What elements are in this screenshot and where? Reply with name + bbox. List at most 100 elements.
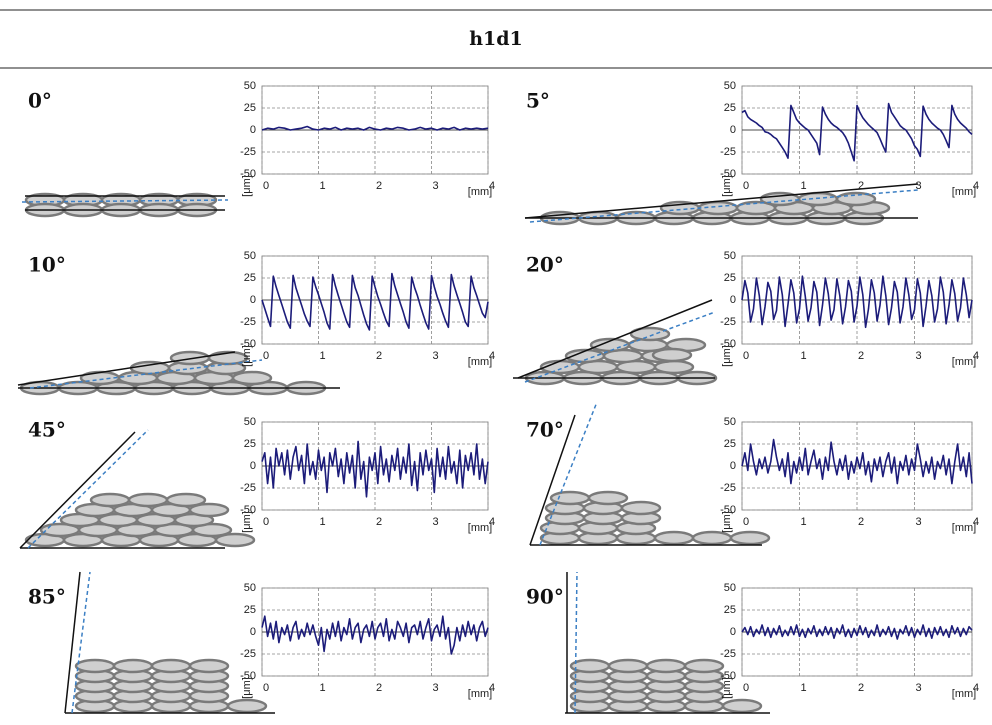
x-tick-label: 3 [432,180,438,192]
y-tick-label: 25 [244,438,256,450]
fiber-ellipse [112,658,154,674]
y-tick-label: 50 [244,250,256,262]
y-tick-label: 50 [724,416,736,428]
x-axis-label: [mm] [468,688,492,700]
schematic-dashed-line [71,571,91,714]
profile-line [741,102,973,162]
schematic-dashed-line [529,189,919,223]
panel-label: 0° [28,89,52,113]
x-axis-label: [mm] [468,356,492,368]
fiber-ellipse [835,191,877,207]
y-axis-label: [μm] [721,345,733,367]
x-axis-label: [mm] [468,522,492,534]
y-tick-label: 0 [250,626,256,638]
schematic-line [17,351,236,386]
schematic-dashed-line [29,359,263,389]
x-tick-label: 0 [263,682,269,694]
x-tick-label: 3 [915,682,921,694]
y-tick-label: 0 [250,294,256,306]
x-axis-label: [mm] [952,522,976,534]
profile-line [261,272,489,331]
y-axis-label: [μm] [241,345,253,367]
x-tick-label: 4 [973,180,979,192]
y-tick-label: -50 [720,338,736,350]
fiber-ellipse [169,350,211,366]
y-axis-label: [μm] [721,677,733,699]
y-tick-label: 50 [724,582,736,594]
x-tick-label: 0 [263,350,269,362]
fiber-ellipse [188,502,230,518]
x-tick-label: 0 [263,180,269,192]
profile-line [741,624,973,640]
x-tick-label: 4 [489,682,495,694]
y-tick-label: 0 [250,124,256,136]
y-tick-label: -25 [240,316,256,328]
x-axis-label: [mm] [952,186,976,198]
schematic-dashed-line [574,571,578,714]
y-tick-label: 25 [724,102,736,114]
panel-label: 5° [526,89,550,113]
y-tick-label: 50 [244,582,256,594]
fiber-ellipse [587,490,629,506]
y-tick-label: 25 [724,438,736,450]
y-tick-label: -25 [720,482,736,494]
fiber-ellipse [214,532,256,548]
y-tick-label: 25 [244,272,256,284]
x-tick-label: 3 [432,682,438,694]
fiber-ellipse [226,698,268,714]
y-tick-label: 50 [244,80,256,92]
profile-line [261,615,489,655]
panel-label: 10° [28,253,66,277]
x-tick-label: 2 [858,180,864,192]
y-tick-label: -25 [720,316,736,328]
x-tick-label: 1 [319,180,325,192]
y-tick-label: -50 [240,168,256,180]
x-tick-label: 2 [858,516,864,528]
x-tick-label: 2 [858,682,864,694]
x-tick-label: 1 [800,180,806,192]
x-axis-label: [mm] [952,688,976,700]
panel-label: 20° [526,253,564,277]
fiber-ellipse [127,492,169,508]
schematic-line [529,414,576,546]
y-tick-label: 0 [730,124,736,136]
fiber-ellipse [607,658,649,674]
schematic-dashed-line [524,311,716,383]
x-tick-label: 0 [743,682,749,694]
profile-line [261,440,489,498]
y-tick-label: 50 [724,80,736,92]
y-axis-label: [μm] [721,175,733,197]
y-tick-label: 0 [730,626,736,638]
y-tick-label: 25 [244,604,256,616]
schematic-dashed-line [539,401,598,546]
x-tick-label: 1 [319,516,325,528]
fiber-ellipse [620,500,662,516]
schematic-line [19,431,136,549]
y-tick-label: -50 [240,338,256,350]
profile-line [741,438,973,485]
x-tick-label: 2 [376,682,382,694]
x-tick-label: 2 [376,516,382,528]
schematic-dashed-line [27,429,149,549]
x-tick-label: 1 [319,682,325,694]
x-tick-label: 3 [915,516,921,528]
fiber-ellipse [231,370,273,386]
panel-label: 45° [28,418,66,442]
y-tick-label: -25 [720,146,736,158]
x-tick-label: 3 [915,180,921,192]
y-axis-label: [μm] [241,175,253,197]
x-tick-label: 4 [489,350,495,362]
schematic-line [517,299,713,379]
x-tick-label: 1 [800,516,806,528]
x-tick-label: 4 [973,516,979,528]
fiber-ellipse [165,492,207,508]
y-tick-label: 0 [250,460,256,472]
y-tick-label: 25 [244,102,256,114]
fiber-ellipse [629,326,671,342]
fiber-ellipse [188,658,230,674]
x-tick-label: 3 [432,350,438,362]
x-tick-label: 4 [973,682,979,694]
profile-line [261,125,489,131]
fiber-ellipse [191,522,233,538]
fiber-ellipse [645,658,687,674]
